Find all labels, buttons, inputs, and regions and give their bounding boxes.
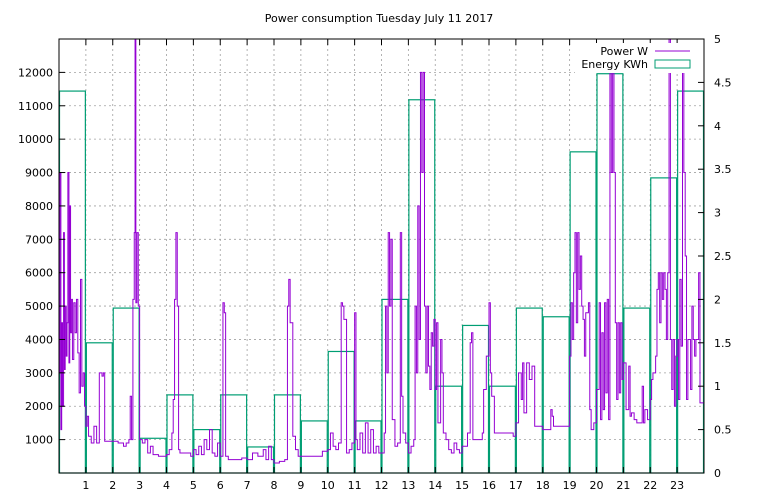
x-tick-label: 21 — [616, 479, 630, 492]
energy-bar — [139, 437, 167, 474]
x-tick-label: 23 — [670, 479, 684, 492]
energy-bar — [112, 307, 140, 474]
y-left-tick-label: 2000 — [25, 400, 53, 413]
energy-series — [58, 73, 705, 474]
x-tick-label: 7 — [244, 479, 251, 492]
x-tick-label: 14 — [428, 479, 442, 492]
energy-bar — [488, 385, 516, 474]
x-tick-label: 15 — [455, 479, 469, 492]
chart-title: Power consumption Tuesday July 11 2017 — [265, 12, 494, 25]
x-tick-label: 19 — [563, 479, 577, 492]
energy-bar — [462, 324, 490, 474]
y-right-tick-label: 3 — [714, 207, 721, 220]
power-line — [59, 38, 704, 464]
y-right-tick-label: 5 — [714, 33, 721, 46]
energy-bar — [300, 420, 328, 474]
energy-bar — [650, 177, 678, 474]
y-right-tick-label: 0.5 — [714, 424, 732, 437]
y-right-tick-label: 3.5 — [714, 163, 732, 176]
y-right-tick-label: 4 — [714, 120, 721, 133]
y-left-tick-label: 6000 — [25, 267, 53, 280]
energy-bar — [542, 316, 570, 474]
legend-label-power: Power W — [600, 45, 648, 58]
power-series — [59, 38, 704, 464]
y-right-tick-label: 4.5 — [714, 76, 732, 89]
x-tick-label: 3 — [136, 479, 143, 492]
y-left-tick-label: 11000 — [18, 100, 53, 113]
y-right-tick-label: 1.5 — [714, 337, 732, 350]
y-left-tick-label: 4000 — [25, 333, 53, 346]
x-tick-label: 16 — [482, 479, 496, 492]
y-left-tick-label: 7000 — [25, 233, 53, 246]
y-right-tick-label: 0 — [714, 467, 721, 480]
x-tick-label: 5 — [190, 479, 197, 492]
x-tick-label: 20 — [590, 479, 604, 492]
x-tick-label: 8 — [271, 479, 278, 492]
x-tick-label: 11 — [348, 479, 362, 492]
energy-bar — [623, 307, 651, 474]
x-tick-label: 6 — [217, 479, 224, 492]
legend: Power W Energy KWh — [575, 43, 701, 73]
x-tick-label: 18 — [536, 479, 550, 492]
y-right-tick-label: 1 — [714, 380, 721, 393]
y-right-tick-label: 2.5 — [714, 250, 732, 263]
y-left-tick-label: 1000 — [25, 434, 53, 447]
y-left-tick-label: 5000 — [25, 300, 53, 313]
x-tick-label: 2 — [109, 479, 116, 492]
x-tick-label: 9 — [297, 479, 304, 492]
y-left-tick-label: 12000 — [18, 66, 53, 79]
energy-bar — [435, 385, 463, 474]
x-tick-label: 1 — [82, 479, 89, 492]
energy-bar — [515, 307, 543, 474]
x-tick-label: 4 — [163, 479, 170, 492]
energy-bar — [193, 429, 221, 474]
x-tick-label: 17 — [509, 479, 523, 492]
x-tick-label: 12 — [375, 479, 389, 492]
y-left-tick-label: 9000 — [25, 167, 53, 180]
legend-swatch-energy — [654, 59, 691, 69]
y-left-tick-label: 8000 — [25, 200, 53, 213]
x-tick-label: 13 — [401, 479, 415, 492]
ticks: 1 2 3 4 5 6 7 8 9 10 11 12 13 14 15 16 17 18 19 20 21 22 23100… — [18, 33, 732, 492]
y-left-tick-label: 3000 — [25, 367, 53, 380]
x-tick-label: 22 — [643, 479, 657, 492]
y-left-tick-label: 10000 — [18, 133, 53, 146]
y-right-tick-label: 2 — [714, 293, 721, 306]
x-tick-label: 10 — [321, 479, 335, 492]
legend-label-energy: Energy KWh — [581, 58, 648, 71]
